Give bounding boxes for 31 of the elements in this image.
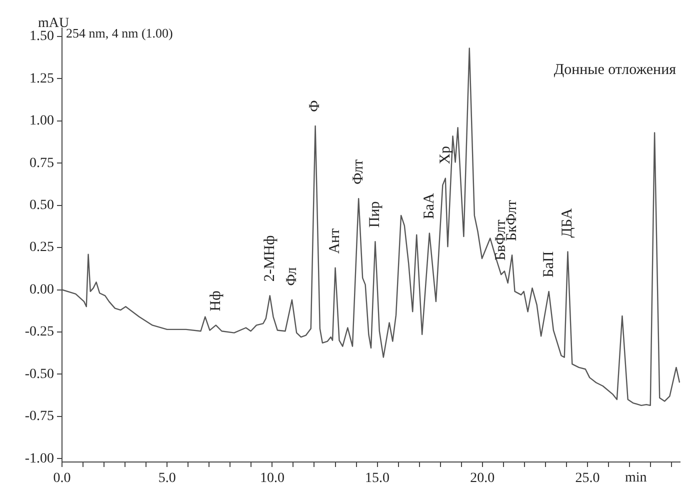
y-tick-label: -0.25 — [24, 324, 54, 340]
annotation: 254 nm, 4 nm (1.00) — [66, 25, 173, 40]
x-tick-label: 15.0 — [365, 471, 390, 486]
y-tick-label: 0.50 — [30, 198, 54, 213]
y-tick-label: -0.50 — [24, 366, 54, 382]
x-tick-label: 10.0 — [260, 471, 284, 486]
annotation: Донные отложения — [554, 62, 676, 78]
annotation: БаП — [540, 251, 557, 278]
annotation: Фл — [284, 266, 300, 286]
annotation: Ф — [307, 100, 324, 112]
x-tick-label: 5.0 — [158, 471, 176, 486]
annotation: Нф — [208, 290, 224, 312]
x-tick-label: 0.0 — [53, 471, 71, 486]
annotation: Флт — [350, 158, 367, 185]
y-tick-label: 1.00 — [30, 114, 54, 129]
x-tick-label: 25.0 — [575, 471, 600, 486]
y-tick-label: 1.50 — [30, 29, 54, 44]
annotation: Пир — [367, 201, 384, 228]
annotation: БаА — [421, 192, 438, 220]
annotation: 2-МНф — [262, 234, 278, 282]
annotation: Ант — [327, 228, 344, 254]
y-tick-label: -1.00 — [24, 451, 54, 466]
x-tick-label: 20.0 — [470, 471, 495, 486]
y-tick-label: 1.25 — [30, 71, 54, 86]
y-tick-label: -0.75 — [24, 409, 54, 424]
y-tick-label: 0.00 — [30, 282, 54, 298]
y-tick-label: 0.75 — [30, 156, 54, 171]
x-axis-title: min — [624, 470, 647, 486]
y-tick-label: 0.25 — [30, 240, 54, 256]
annotation: Хр — [437, 146, 454, 164]
annotation: ДБА — [560, 208, 576, 238]
